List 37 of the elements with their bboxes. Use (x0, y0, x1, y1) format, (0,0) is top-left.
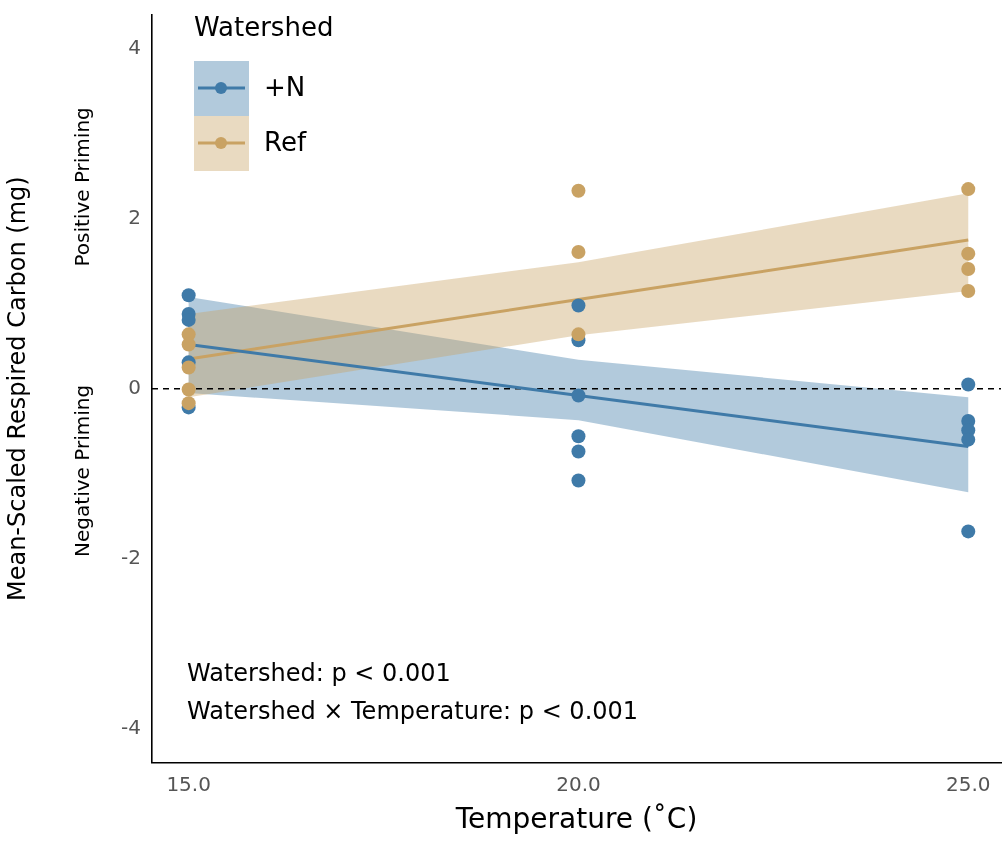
legend-label: +N (264, 71, 306, 102)
point (181, 337, 196, 352)
point (961, 182, 976, 197)
point (961, 246, 976, 261)
y-tick-label: 4 (128, 35, 141, 60)
x-axis-title: Temperature (˚C) (454, 802, 698, 836)
point (961, 284, 976, 299)
point (961, 377, 976, 392)
y-tick-label: -4 (121, 714, 141, 739)
x-tick-label: 20.0 (556, 771, 601, 796)
text: Positive Priming (70, 107, 95, 267)
legend-label: Ref (264, 126, 307, 157)
legend-title: Watershed (194, 11, 334, 42)
y-axis-title: Mean-Scaled Respired Carbon (mg) (2, 176, 31, 602)
point (181, 396, 196, 411)
point (571, 429, 586, 444)
y-tick-label: 0 (128, 374, 141, 399)
point (571, 298, 586, 313)
point (961, 524, 976, 539)
point (571, 473, 586, 488)
annotation: Watershed: p < 0.001 (187, 659, 451, 688)
annotation: Watershed × Temperature: p < 0.001 (187, 697, 639, 726)
point (181, 360, 196, 375)
y-tick-label: 2 (128, 205, 141, 230)
point (181, 288, 196, 303)
text: Negative Priming (70, 384, 95, 557)
x-tick-label: 25.0 (945, 771, 991, 796)
point (571, 183, 586, 198)
x-tick-label: 15.0 (166, 771, 211, 796)
point (571, 388, 586, 403)
point (571, 244, 586, 259)
point (181, 382, 196, 397)
point (961, 432, 976, 447)
y-tick-label: -2 (121, 544, 141, 569)
point (961, 261, 976, 276)
point (571, 327, 586, 342)
point (571, 444, 586, 459)
